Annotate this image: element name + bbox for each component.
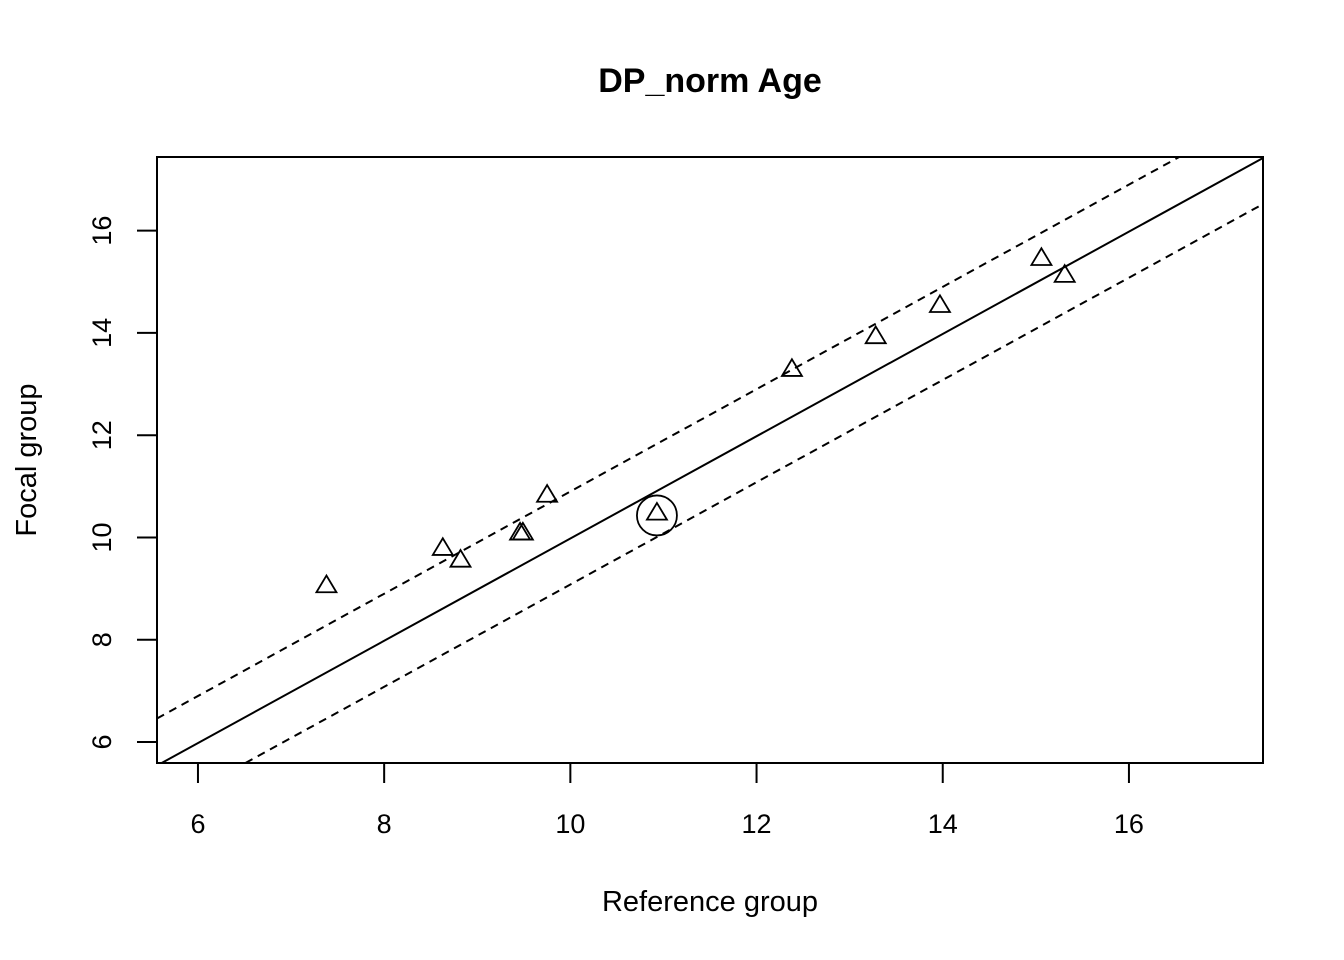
x-tick-label: 6 xyxy=(190,809,205,839)
data-point xyxy=(511,521,535,541)
lower-bound-line xyxy=(244,203,1264,764)
data-point xyxy=(448,548,473,568)
fit-line xyxy=(161,157,1264,764)
x-axis-title: Reference group xyxy=(602,886,818,918)
x-tick-label: 16 xyxy=(1114,809,1144,839)
x-tick-label: 8 xyxy=(377,809,392,839)
y-tick-label: 14 xyxy=(87,318,117,348)
x-tick-label: 10 xyxy=(555,809,585,839)
plot-frame xyxy=(156,156,1264,764)
data-points xyxy=(314,246,1077,594)
y-axis: 6 8 10 12 14 16 xyxy=(87,216,158,750)
data-point xyxy=(864,324,888,345)
y-axis-title: Focal group xyxy=(11,383,43,536)
y-tick-label: 10 xyxy=(87,522,117,552)
upper-bound-line xyxy=(156,156,1180,720)
y-tick-label: 6 xyxy=(87,735,117,750)
data-point xyxy=(1029,246,1054,266)
data-point xyxy=(1053,263,1077,283)
x-axis: 6 8 10 12 14 16 xyxy=(190,762,1144,839)
x-tick-label: 14 xyxy=(928,809,958,839)
data-point xyxy=(645,501,669,521)
data-point xyxy=(314,573,339,594)
data-point xyxy=(780,357,804,377)
flagged-point-circle xyxy=(636,494,678,537)
x-tick-label: 12 xyxy=(742,809,772,839)
data-point xyxy=(431,536,455,556)
data-point xyxy=(535,483,559,503)
y-tick-label: 12 xyxy=(87,420,117,450)
reference-lines xyxy=(156,156,1264,764)
data-point xyxy=(928,293,952,313)
chart-title: DP_norm Age xyxy=(598,62,822,100)
y-tick-label: 8 xyxy=(87,632,117,647)
y-tick-label: 16 xyxy=(87,216,117,246)
